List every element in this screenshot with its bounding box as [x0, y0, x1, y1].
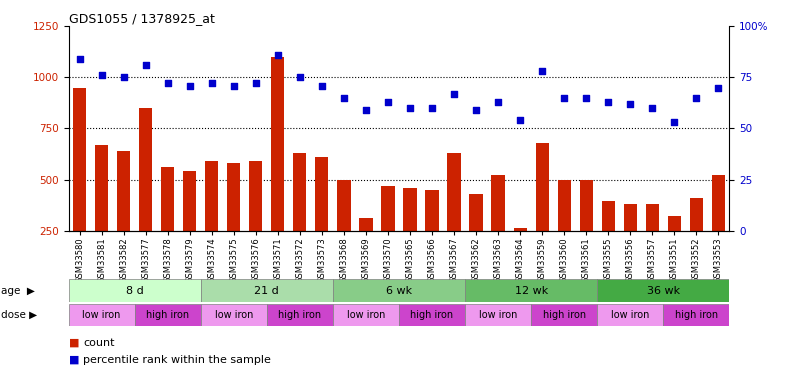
- Bar: [531, 304, 597, 326]
- Text: ■: ■: [69, 355, 79, 365]
- Point: [712, 85, 725, 91]
- Bar: [465, 304, 531, 326]
- Text: high iron: high iron: [146, 310, 189, 320]
- Bar: [690, 198, 703, 282]
- Point: [690, 95, 703, 101]
- Bar: [535, 143, 549, 282]
- Bar: [183, 171, 197, 282]
- Point: [381, 99, 394, 105]
- Bar: [293, 153, 306, 282]
- Point: [602, 99, 615, 105]
- Point: [117, 74, 130, 80]
- Bar: [403, 188, 417, 282]
- Bar: [201, 279, 333, 302]
- Bar: [558, 180, 571, 282]
- Text: age  ▶: age ▶: [1, 286, 35, 296]
- Bar: [249, 161, 263, 282]
- Text: 8 d: 8 d: [126, 286, 143, 296]
- Point: [536, 68, 549, 74]
- Point: [183, 82, 196, 88]
- Point: [249, 81, 262, 87]
- Bar: [267, 304, 333, 326]
- Text: 21 d: 21 d: [255, 286, 279, 296]
- Point: [492, 99, 505, 105]
- Bar: [201, 304, 267, 326]
- Bar: [337, 180, 351, 282]
- Bar: [161, 167, 174, 282]
- Text: low iron: low iron: [82, 310, 121, 320]
- Point: [227, 82, 240, 88]
- Text: low iron: low iron: [611, 310, 650, 320]
- Bar: [399, 304, 465, 326]
- Point: [470, 107, 483, 113]
- Text: 6 wk: 6 wk: [386, 286, 412, 296]
- Bar: [624, 204, 637, 282]
- Text: count: count: [83, 338, 114, 348]
- Bar: [601, 201, 615, 282]
- Point: [513, 117, 526, 123]
- Point: [668, 119, 681, 125]
- Text: high iron: high iron: [410, 310, 454, 320]
- Bar: [663, 304, 729, 326]
- Text: low iron: low iron: [479, 310, 517, 320]
- Text: high iron: high iron: [542, 310, 586, 320]
- Point: [206, 81, 218, 87]
- Point: [580, 95, 592, 101]
- Bar: [333, 279, 465, 302]
- Bar: [95, 145, 108, 282]
- Bar: [381, 186, 395, 282]
- Bar: [73, 88, 86, 282]
- Bar: [580, 180, 593, 282]
- Bar: [447, 153, 461, 282]
- Bar: [205, 161, 218, 282]
- Bar: [69, 279, 201, 302]
- Bar: [69, 304, 135, 326]
- Bar: [333, 304, 399, 326]
- Bar: [646, 204, 659, 282]
- Bar: [315, 157, 329, 282]
- Point: [95, 72, 108, 78]
- Point: [624, 101, 637, 107]
- Text: low iron: low iron: [214, 310, 253, 320]
- Bar: [712, 176, 725, 282]
- Point: [404, 105, 417, 111]
- Text: 12 wk: 12 wk: [514, 286, 548, 296]
- Point: [646, 105, 659, 111]
- Text: 36 wk: 36 wk: [646, 286, 680, 296]
- Bar: [597, 279, 729, 302]
- Text: high iron: high iron: [278, 310, 322, 320]
- Point: [338, 95, 351, 101]
- Bar: [359, 218, 372, 282]
- Point: [272, 52, 285, 58]
- Text: low iron: low iron: [347, 310, 385, 320]
- Bar: [227, 163, 240, 282]
- Text: high iron: high iron: [675, 310, 718, 320]
- Bar: [513, 228, 527, 282]
- Point: [359, 107, 372, 113]
- Bar: [465, 279, 597, 302]
- Text: dose ▶: dose ▶: [1, 310, 37, 320]
- Bar: [597, 304, 663, 326]
- Text: GDS1055 / 1378925_at: GDS1055 / 1378925_at: [69, 12, 214, 25]
- Bar: [492, 176, 505, 282]
- Bar: [469, 194, 483, 282]
- Point: [161, 81, 174, 87]
- Bar: [135, 304, 201, 326]
- Bar: [271, 57, 285, 282]
- Text: ■: ■: [69, 338, 79, 348]
- Bar: [139, 108, 152, 282]
- Point: [315, 82, 328, 88]
- Bar: [426, 190, 438, 282]
- Bar: [117, 151, 131, 282]
- Point: [426, 105, 438, 111]
- Bar: [667, 216, 681, 282]
- Point: [139, 62, 152, 68]
- Point: [73, 56, 86, 62]
- Point: [447, 91, 460, 97]
- Point: [293, 74, 306, 80]
- Text: percentile rank within the sample: percentile rank within the sample: [83, 355, 271, 365]
- Point: [558, 95, 571, 101]
